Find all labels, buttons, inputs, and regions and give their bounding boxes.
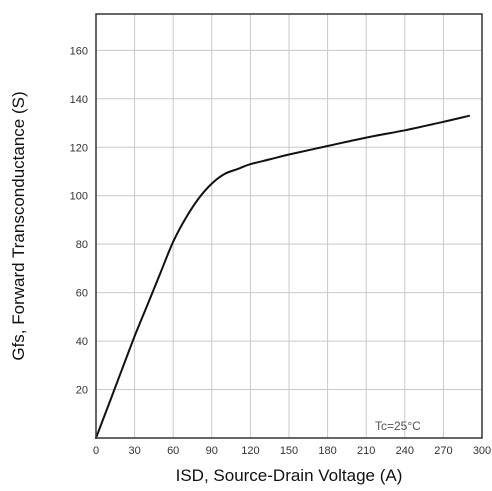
x-axis-ticks: 0 30 60 90 120 150 180 210 240 270 300 [93,445,491,457]
grid-lines [96,14,482,438]
x-tick-label: 210 [357,445,375,457]
x-tick-label: 30 [128,445,140,457]
y-tick-label: 120 [70,142,88,154]
x-tick-label: 180 [318,445,336,457]
y-tick-label: 40 [76,336,88,348]
x-tick-label: 60 [167,445,179,457]
y-tick-label: 80 [76,239,88,251]
series-layer [95,114,471,439]
y-tick-label: 20 [76,385,88,397]
x-tick-label: 90 [206,445,218,457]
y-tick-label: 60 [76,288,88,300]
y-tick-label: 100 [70,191,88,203]
x-tick-label: 300 [473,445,491,457]
x-tick-label: 240 [396,445,414,457]
x-tick-label: 0 [93,445,99,457]
y-axis-ticks: 20 40 60 80 100 120 140 160 [70,45,88,396]
x-tick-label: 120 [241,445,259,457]
series-line [95,114,471,439]
plot-frame [95,13,483,439]
temperature-annotation: Tc=25°C [375,419,421,433]
y-tick-label: 140 [70,94,88,106]
x-axis-title: ISD, Source-Drain Voltage (A) [176,466,403,485]
x-tick-label: 150 [280,445,298,457]
y-tick-label: 160 [70,45,88,57]
y-axis-title: Gfs, Forward Transconductance (S) [9,91,28,360]
x-tick-label: 270 [434,445,452,457]
